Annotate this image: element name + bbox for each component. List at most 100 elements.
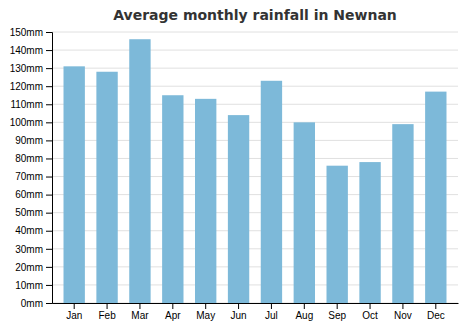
plot-root: 0mm 10mm 20mm 30mm 40mm 50mm 60mm 70mm 80mm 90mm 1…: [10, 27, 459, 321]
y-tick-label: 10mm: [15, 280, 43, 291]
x-tick: Apr: [165, 303, 181, 321]
x-axis: Jan Feb Mar Apr May Jun Jul Aug Sep Oct Nov Dec: [53, 303, 459, 321]
x-tick-label: Dec: [427, 310, 445, 321]
grid-line: [52, 68, 458, 69]
x-tick: Jun: [231, 303, 247, 321]
y-tick: 140mm: [10, 45, 52, 56]
y-tick: 50mm: [15, 207, 52, 218]
x-tick: Sep: [328, 303, 346, 321]
bars: [64, 39, 447, 303]
y-tick-label: 60mm: [15, 189, 43, 200]
x-tick-mark: [271, 303, 272, 309]
x-tick: Aug: [295, 303, 313, 321]
x-axis-line: [53, 303, 459, 304]
bar: [64, 66, 85, 303]
y-tick: 40mm: [15, 225, 52, 236]
bar: [261, 81, 282, 303]
x-tick: Oct: [362, 303, 378, 321]
y-tick-label: 110mm: [10, 99, 43, 110]
y-tick: 80mm: [15, 153, 52, 164]
x-tick-label: May: [196, 310, 215, 321]
y-tick-label: 70mm: [15, 171, 43, 182]
x-tick-mark: [370, 303, 371, 309]
y-tick-label: 20mm: [15, 262, 43, 273]
x-tick-mark: [107, 303, 108, 309]
grid-line: [52, 50, 458, 51]
y-tick: 0mm: [21, 298, 52, 309]
y-tick-mark: [46, 104, 52, 105]
bar: [392, 124, 413, 303]
bar: [359, 162, 380, 303]
y-tick: 100mm: [10, 117, 52, 128]
y-tick-label: 120mm: [10, 81, 43, 92]
x-tick-label: Jun: [231, 310, 247, 321]
x-tick-mark: [337, 303, 338, 309]
y-tick-label: 0mm: [21, 298, 43, 309]
grid-line: [52, 32, 458, 33]
y-tick: 70mm: [15, 171, 52, 182]
y-tick-label: 130mm: [10, 63, 43, 74]
y-tick: 20mm: [15, 262, 52, 273]
x-tick-label: Nov: [394, 310, 412, 321]
y-tick-label: 100mm: [10, 117, 43, 128]
x-tick-mark: [139, 303, 140, 309]
y-tick-mark: [46, 158, 52, 159]
y-tick: 30mm: [15, 244, 52, 255]
x-tick: Mar: [131, 303, 149, 321]
chart-svg: 0mm 10mm 20mm 30mm 40mm 50mm 60mm 70mm 80mm 90mm 1…: [0, 0, 474, 331]
y-tick-label: 30mm: [15, 244, 43, 255]
x-tick: Jan: [66, 303, 82, 321]
y-tick-mark: [46, 140, 52, 141]
y-tick-mark: [46, 68, 52, 69]
chart-title: Average monthly rainfall in Newnan: [113, 7, 397, 23]
x-tick: Nov: [394, 303, 412, 321]
y-tick: 90mm: [15, 135, 52, 146]
x-tick: Feb: [98, 303, 116, 321]
x-tick-label: Jan: [66, 310, 82, 321]
y-tick: 150mm: [10, 27, 52, 38]
x-tick-mark: [402, 303, 403, 309]
y-tick-label: 50mm: [15, 207, 43, 218]
x-tick-label: Aug: [295, 310, 313, 321]
y-tick-label: 90mm: [15, 135, 43, 146]
x-tick: Jul: [265, 303, 278, 321]
x-tick-label: Feb: [98, 310, 116, 321]
chart-container: 0mm 10mm 20mm 30mm 40mm 50mm 60mm 70mm 80mm 90mm 1…: [0, 0, 474, 331]
bar: [129, 39, 150, 303]
y-tick-label: 80mm: [15, 153, 43, 164]
y-tick: 110mm: [10, 99, 52, 110]
x-tick-label: Mar: [131, 310, 149, 321]
y-tick-mark: [46, 267, 52, 268]
y-tick-mark: [46, 50, 52, 51]
x-tick-mark: [205, 303, 206, 309]
x-tick: Dec: [427, 303, 445, 321]
y-tick: 130mm: [10, 63, 52, 74]
y-tick-mark: [46, 303, 52, 304]
x-tick: May: [196, 303, 215, 321]
y-tick-mark: [46, 249, 52, 250]
y-tick-mark: [46, 32, 52, 33]
y-tick: 10mm: [15, 280, 52, 291]
y-tick-mark: [46, 213, 52, 214]
y-tick-mark: [46, 177, 52, 178]
y-tick-label: 40mm: [15, 225, 43, 236]
y-tick-mark: [46, 285, 52, 286]
x-tick-mark: [435, 303, 436, 309]
x-tick-label: Sep: [328, 310, 346, 321]
y-tick-mark: [46, 231, 52, 232]
y-tick-mark: [46, 195, 52, 196]
bar: [195, 99, 216, 303]
bar: [162, 95, 183, 303]
y-tick-label: 150mm: [10, 27, 43, 38]
bar: [96, 72, 117, 303]
y-axis: 0mm 10mm 20mm 30mm 40mm 50mm 60mm 70mm 80mm 90mm 1…: [10, 27, 53, 309]
y-tick-mark: [46, 122, 52, 123]
bar: [294, 122, 315, 303]
x-tick-label: Oct: [362, 310, 378, 321]
bar: [327, 166, 348, 303]
y-tick-label: 140mm: [10, 45, 43, 56]
x-tick-mark: [172, 303, 173, 309]
x-tick-mark: [74, 303, 75, 309]
x-tick-label: Jul: [265, 310, 278, 321]
x-tick-label: Apr: [165, 310, 181, 321]
